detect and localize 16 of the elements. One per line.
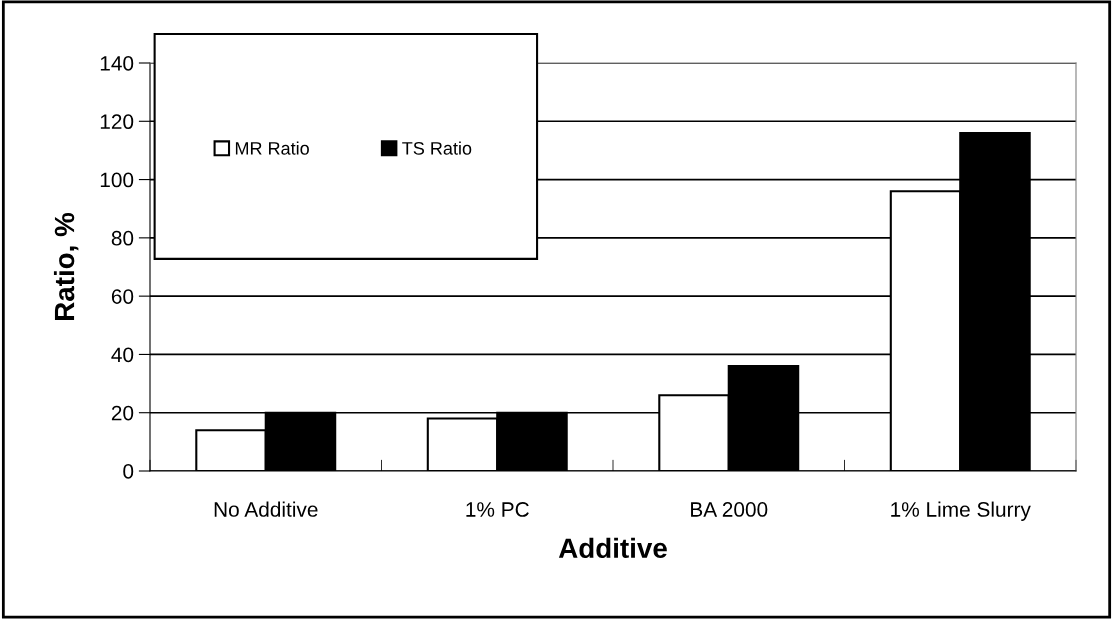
legend-label: MR Ratio: [235, 141, 309, 155]
y-tick-label: 120: [100, 114, 134, 130]
y-tick-label: 0: [123, 464, 134, 479]
x-tick-label: BA 2000: [691, 502, 768, 517]
y-tick-label: 40: [111, 347, 134, 363]
y-tick-label: 20: [111, 405, 134, 421]
x-axis-title: Additive: [558, 537, 667, 559]
y-tick-label: 80: [111, 230, 134, 246]
x-tick-label: 1% Lime Slurry: [891, 501, 1031, 521]
y-tick-label: 140: [100, 56, 134, 71]
legend-label: TS Ratio: [402, 141, 472, 155]
y-tick-label: 60: [111, 289, 134, 304]
y-axis-title: Ratio, %: [53, 212, 79, 320]
y-tick-label: 100: [100, 172, 134, 188]
x-tick-label: 1% PC: [466, 502, 529, 517]
x-tick-label: No Additive: [214, 501, 318, 517]
